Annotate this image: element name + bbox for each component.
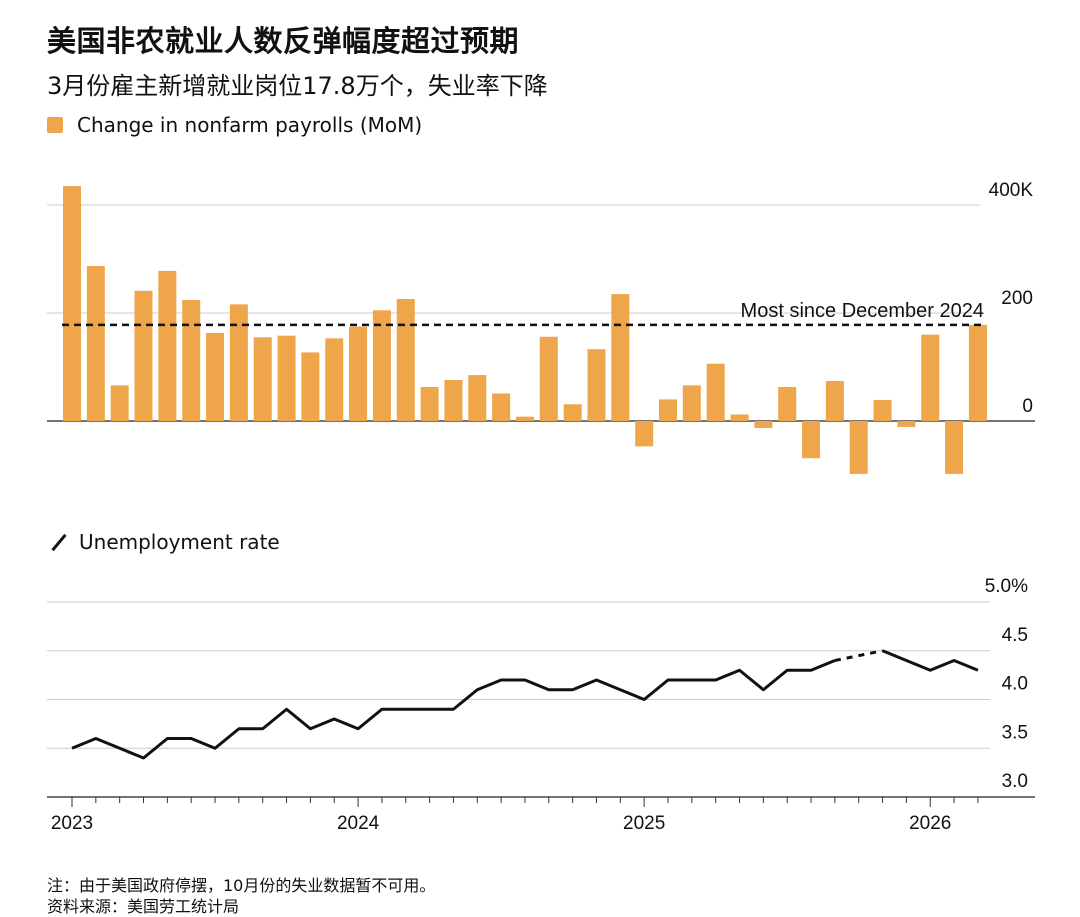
- line-y-tick-label: 3.5: [1002, 722, 1028, 743]
- payroll-bar: [301, 352, 320, 421]
- payroll-bar: [86, 266, 105, 421]
- payroll-bar: [635, 421, 654, 447]
- payroll-bar: [659, 399, 677, 421]
- payroll-bar: [468, 375, 487, 421]
- payroll-bar: [515, 416, 534, 421]
- chart-title: 美国非农就业人数反弹幅度超过预期: [47, 24, 520, 58]
- payroll-bar: [730, 414, 749, 421]
- bar-y-tick-label: 0: [1022, 396, 1033, 417]
- legend-unemployment-label: Unemployment rate: [79, 530, 280, 554]
- payroll-bar: [325, 338, 344, 421]
- x-tick-label: 2025: [623, 813, 665, 834]
- bar-y-tick-label: 200: [1001, 288, 1033, 309]
- payroll-bar: [539, 336, 558, 421]
- reference-line-label: Most since December 2024: [741, 300, 984, 322]
- payroll-bar: [253, 337, 272, 421]
- payroll-bar: [277, 335, 296, 421]
- payroll-bar: [849, 421, 868, 474]
- payroll-bar: [802, 421, 821, 459]
- legend-unemployment: Unemployment rate: [47, 530, 280, 554]
- payroll-bar: [134, 290, 153, 421]
- payroll-bar: [682, 385, 701, 421]
- payroll-bar: [611, 294, 630, 421]
- payroll-bar: [158, 270, 177, 421]
- source-note: 资料来源：美国劳工统计局: [47, 897, 240, 916]
- legend-payrolls: Change in nonfarm payrolls (MoM): [47, 113, 422, 137]
- payroll-bar: [206, 332, 225, 421]
- payroll-bar: [349, 326, 368, 421]
- payroll-bar: [229, 304, 248, 421]
- payroll-bar: [444, 379, 463, 421]
- payroll-bar: [110, 385, 129, 421]
- payroll-bar: [921, 334, 940, 421]
- unemployment-line-chart: 3.0 3.5 4.0 4.5 5.0% 2023 2024 2025 2026: [47, 576, 1035, 834]
- chart-subtitle: 3月份雇主新增就业岗位17.8万个，失业率下降: [47, 72, 548, 100]
- x-tick-label: 2023: [51, 813, 93, 834]
- legend-payrolls-label: Change in nonfarm payrolls (MoM): [77, 113, 423, 137]
- payroll-bar: [492, 393, 511, 421]
- line-y-tick-label: 5.0%: [985, 576, 1028, 597]
- x-tick-label: 2026: [909, 813, 951, 834]
- x-tick-label: 2024: [337, 813, 380, 834]
- unemployment-missing-data-line: [834, 649, 883, 662]
- payroll-bar: [182, 300, 201, 421]
- payroll-bar: [372, 310, 391, 421]
- bar-swatch-icon: [47, 117, 63, 133]
- payroll-bar: [825, 381, 844, 421]
- line-y-tick-label: 4.5: [1002, 625, 1028, 646]
- payroll-bar: [63, 186, 81, 421]
- payroll-bar: [778, 386, 797, 421]
- line-y-tick-label: 3.0: [1002, 771, 1028, 792]
- payrolls-bar-chart: 0 200 400K Most since December 2024: [47, 180, 1035, 474]
- payroll-bar: [873, 399, 892, 421]
- payroll-bar: [563, 404, 582, 421]
- payroll-bar: [945, 421, 964, 474]
- payroll-bar: [396, 298, 415, 421]
- payroll-bar: [968, 324, 987, 421]
- payroll-bar: [754, 421, 773, 429]
- footnote: 注：由于美国政府停摆，10月份的失业数据暂不可用。: [47, 876, 436, 895]
- payroll-bar: [706, 363, 725, 421]
- unemployment-line: [71, 659, 836, 760]
- unemployment-line: [881, 649, 979, 672]
- payroll-bar: [897, 421, 916, 427]
- payroll-bar: [420, 386, 439, 421]
- line-y-tick-label: 4.0: [1002, 674, 1028, 695]
- bar-y-tick-label: 400K: [989, 180, 1034, 201]
- payroll-bar: [587, 349, 606, 421]
